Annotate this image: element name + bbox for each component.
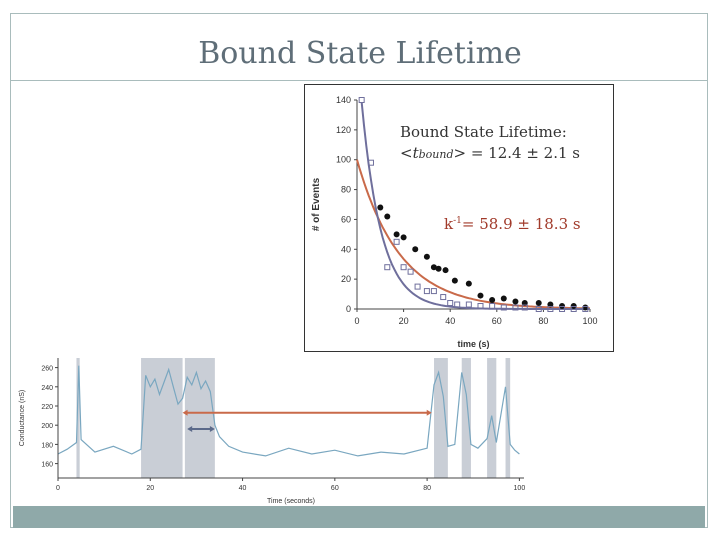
y-tick-label: 180 — [41, 442, 53, 449]
decay-chart: 0 20 40 60 80 100 120 140 0 20 40 60 80 100 time (s) # … — [304, 84, 614, 352]
data-point-open — [454, 301, 461, 308]
lifetime-t: t — [412, 144, 419, 162]
data-point-open — [414, 283, 421, 290]
x-axis-title: Time (seconds) — [267, 498, 315, 505]
data-point-filled — [500, 295, 507, 302]
data-point-filled — [535, 300, 542, 307]
lifetime-label: Bound State Lifetime: — [400, 123, 567, 141]
arrow-head-right — [209, 426, 215, 433]
data-point-open — [430, 288, 437, 295]
conductance-chart: 160 180 200 220 240 260 0 20 40 60 80 100 Time (seco… — [14, 352, 534, 507]
x-tick-label: 0 — [56, 485, 60, 492]
data-point-open — [489, 303, 496, 310]
data-point-open — [358, 97, 365, 103]
data-point-open — [500, 304, 507, 311]
lifetime-rest: > = 12.4 ± 2.1 s — [453, 144, 580, 162]
k-inverse-sup: -1 — [453, 216, 462, 226]
data-point-filled — [430, 264, 437, 271]
data-point-open — [477, 303, 484, 310]
conductance-trace — [57, 365, 520, 457]
lifetime-value: <tbound> = 12.4 ± 2.1 s — [400, 143, 580, 165]
data-point-filled — [412, 246, 419, 253]
data-point-open — [582, 306, 589, 312]
k-inverse-rest: = 58.9 ± 18.3 s — [461, 215, 581, 233]
y-tick-label: 240 — [41, 385, 53, 392]
slide-title: Bound State Lifetime — [198, 36, 522, 71]
bound-interval — [141, 358, 183, 478]
x-tick-label: 20 — [399, 316, 409, 326]
data-point-open — [570, 306, 577, 312]
data-point-open — [547, 306, 554, 312]
x-tick-label: 80 — [423, 485, 431, 492]
data-point-filled — [489, 297, 496, 304]
y-tick-label: 0 — [346, 304, 351, 314]
y-tick-label: 200 — [41, 423, 53, 430]
lifetime-lt: < — [400, 144, 413, 162]
y-tick-label: 60 — [341, 214, 351, 224]
data-point-open — [512, 304, 519, 311]
data-point-open — [384, 264, 391, 271]
x-tick-label: 100 — [514, 485, 526, 492]
data-point-open — [535, 306, 542, 312]
x-tick-label: 80 — [538, 316, 548, 326]
y-axis-title: # of Events — [311, 177, 322, 231]
data-point-filled — [400, 234, 407, 241]
arrow-head-right — [426, 409, 432, 416]
y-tick-label: 140 — [336, 95, 351, 105]
x-tick-label: 60 — [331, 485, 339, 492]
bound-interval — [434, 358, 448, 478]
footer-bar — [13, 506, 705, 528]
data-point-filled — [512, 298, 519, 305]
x-tick-label: 40 — [239, 485, 247, 492]
y-tick-label: 160 — [41, 462, 53, 469]
y-tick-label: 80 — [341, 185, 351, 195]
x-tick-label: 0 — [354, 316, 359, 326]
x-tick-label: 20 — [146, 485, 154, 492]
data-point-filled — [465, 280, 472, 287]
bound-interval — [461, 358, 471, 478]
x-tick-label: 60 — [492, 316, 502, 326]
data-point-open — [559, 306, 566, 312]
data-point-filled — [477, 292, 484, 299]
data-point-open — [400, 264, 407, 271]
y-axis-title: Conductance (nS) — [19, 390, 26, 446]
title-divider — [11, 80, 707, 81]
data-point-filled — [384, 213, 391, 220]
y-tick-label: 260 — [41, 366, 53, 373]
data-point-open — [521, 304, 528, 311]
data-point-filled — [393, 231, 400, 238]
lifetime-sub: bound — [418, 148, 454, 161]
data-point-open — [447, 300, 454, 307]
k-inverse-k: k — [444, 215, 454, 233]
arrow-head-left — [187, 426, 193, 433]
data-point-open — [393, 238, 400, 245]
data-point-filled — [423, 253, 430, 260]
data-point-filled — [442, 267, 449, 274]
y-tick-label: 220 — [41, 404, 53, 411]
data-point-open — [465, 301, 472, 308]
y-tick-label: 40 — [341, 244, 351, 254]
decay-chart-svg: 0 20 40 60 80 100 120 140 0 20 40 60 80 100 time (s) # … — [311, 95, 598, 349]
data-point-filled — [377, 204, 384, 211]
fit-curve — [356, 159, 591, 310]
data-point-open — [423, 288, 430, 295]
data-point-filled — [435, 265, 442, 272]
lifetime-annotation: Bound State Lifetime: <tbound> = 12.4 ± … — [400, 122, 580, 165]
data-point-filled — [451, 277, 458, 284]
k-inverse-annotation: k-1= 58.9 ± 18.3 s — [444, 215, 581, 233]
arrow-head-left — [182, 409, 188, 416]
bound-interval — [184, 358, 215, 478]
bound-interval — [76, 358, 80, 478]
data-point-open — [407, 268, 414, 275]
data-point-open — [440, 294, 447, 301]
x-tick-label: 40 — [445, 316, 455, 326]
conductance-chart-svg: 160 180 200 220 240 260 0 20 40 60 80 100 Time (seco… — [19, 358, 526, 505]
y-tick-label: 100 — [336, 155, 351, 165]
fit-curve — [360, 102, 590, 310]
y-tick-label: 120 — [336, 125, 351, 135]
x-tick-label: 100 — [582, 316, 597, 326]
x-axis-title: time (s) — [457, 339, 489, 349]
y-tick-label: 20 — [341, 274, 351, 284]
data-point-open — [367, 159, 374, 166]
